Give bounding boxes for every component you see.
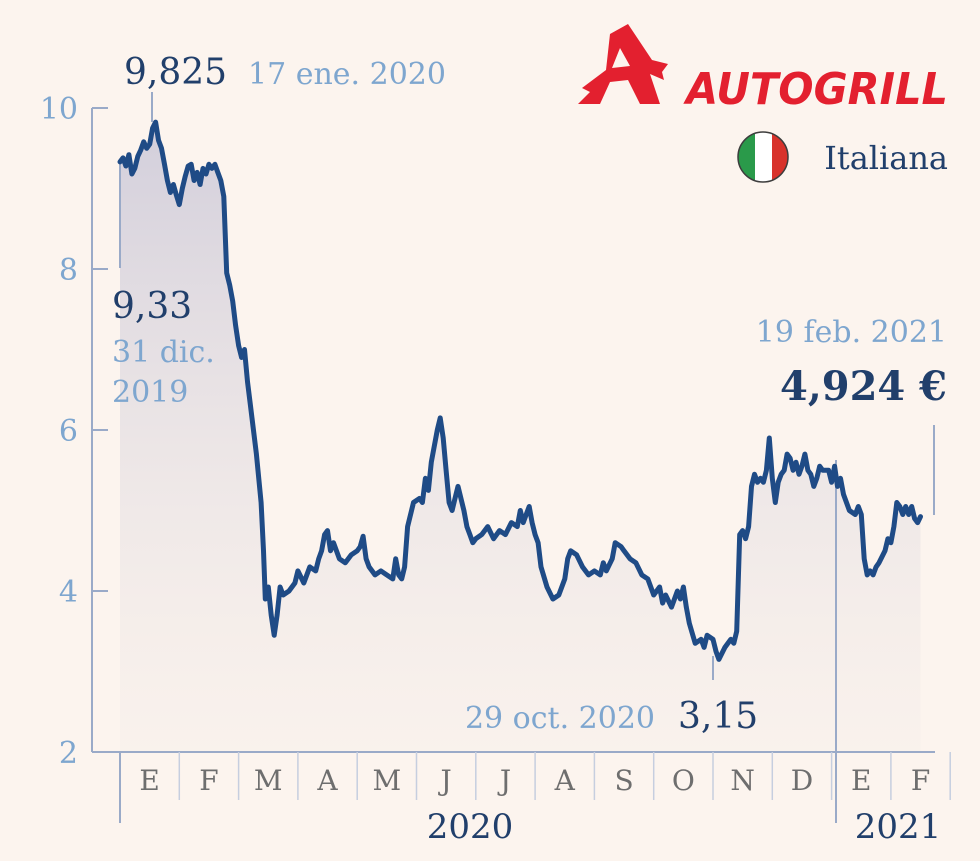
brand-name: AUTOGRILL — [683, 64, 948, 115]
x-tick-label: D — [791, 764, 813, 797]
min-value: 3,15 — [678, 696, 758, 737]
x-tick-label: F — [199, 764, 218, 797]
autogrill-logo: AUTOGRILL — [578, 24, 948, 115]
max-value: 9,825 — [124, 52, 227, 93]
y-tick-label: 6 — [59, 414, 78, 449]
start-value: 9,33 — [112, 286, 192, 327]
max-date: 17 ene. 2020 — [248, 57, 446, 92]
italy-flag-icon — [737, 131, 789, 183]
autogrill-logo-mark — [578, 24, 668, 104]
y-tick-label: 4 — [59, 575, 78, 610]
min-date: 29 oct. 2020 — [465, 701, 655, 736]
x-tick-label: M — [373, 764, 402, 797]
start-date-line1: 31 dic. — [112, 335, 215, 370]
end-date: 19 feb. 2021 — [756, 315, 947, 350]
x-tick-label: A — [554, 764, 576, 797]
x-tick-label: O — [672, 764, 695, 797]
x-tick-label: A — [316, 764, 338, 797]
x-tick-label: S — [614, 764, 633, 797]
start-date-line2: 2019 — [112, 375, 188, 410]
year-label-2021: 2021 — [855, 807, 942, 847]
x-tick-label: J — [438, 764, 452, 797]
x-tick-label: E — [851, 764, 871, 797]
year-label-2020: 2020 — [427, 807, 514, 847]
x-tick-label: J — [497, 764, 511, 797]
x-tick-label: E — [139, 764, 159, 797]
price-area — [120, 122, 921, 753]
y-tick-label: 8 — [59, 253, 78, 288]
y-tick-label: 10 — [40, 92, 78, 127]
x-tick-label: N — [730, 764, 755, 797]
country-label: Italiana — [824, 139, 948, 177]
x-tick-label: M — [254, 764, 283, 797]
x-tick-label: F — [911, 764, 930, 797]
price-line — [117, 119, 923, 662]
y-tick-label: 2 — [59, 736, 78, 771]
end-value: 4,924 € — [780, 363, 947, 410]
